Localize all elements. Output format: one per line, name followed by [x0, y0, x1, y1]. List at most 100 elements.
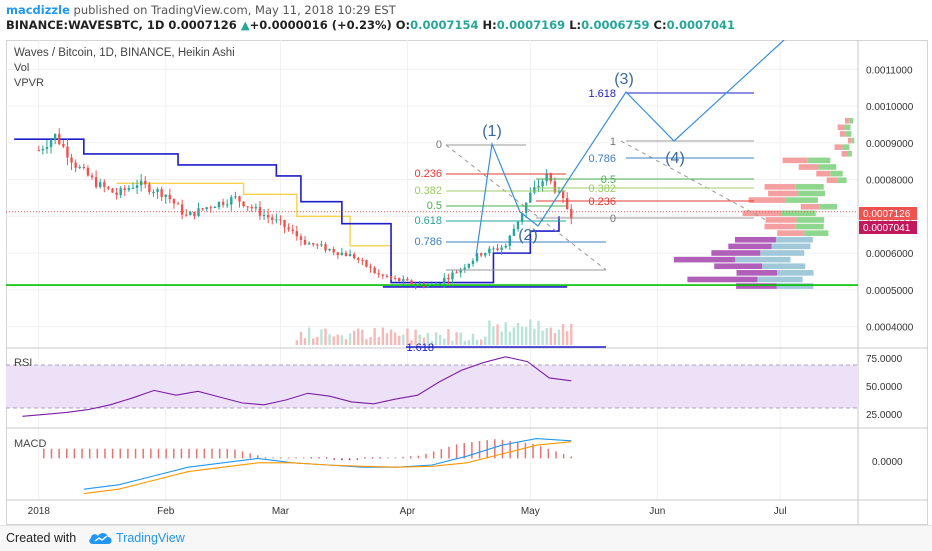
candle-body — [377, 273, 380, 275]
high-value: 0.0007169 — [496, 18, 566, 32]
volume-bar — [361, 329, 364, 345]
elliott-wave-path[interactable] — [475, 39, 785, 257]
wave-label-1: (1) — [482, 123, 502, 140]
candle-body — [262, 214, 266, 216]
vpvr-bar-down — [768, 190, 799, 197]
candle-body — [99, 182, 102, 187]
candle-body — [373, 267, 376, 274]
candle-body — [82, 167, 86, 169]
candle-body — [111, 188, 114, 193]
envelope-line — [116, 182, 392, 268]
fib-label-0236-left: 0.236 — [414, 168, 442, 180]
volume-bar — [377, 337, 380, 345]
candle-body — [135, 185, 139, 188]
change-arrow-icon: ▲ — [240, 18, 250, 32]
envelope-step — [116, 182, 392, 268]
vpvr-bar-up — [760, 250, 805, 256]
volume-bar — [430, 340, 434, 345]
candle-body — [152, 192, 155, 194]
chart-svg[interactable]: 0 0.236 0.382 0.5 0.618 0.786 1.618 1.61… — [6, 39, 928, 525]
volume-bar — [348, 333, 352, 345]
volume-bar — [529, 319, 532, 345]
vpvr-bar-down — [764, 223, 796, 230]
fibonacci-tools[interactable]: 0 0.236 0.382 0.5 0.618 0.786 1.618 1.61… — [406, 39, 785, 354]
candle-body — [529, 192, 532, 203]
vpvr-bar-down — [800, 203, 820, 210]
candle-body — [570, 209, 573, 219]
time-tick-label: Jul — [774, 506, 787, 517]
candle-body — [500, 247, 503, 250]
vpvr-bar-down — [687, 276, 758, 283]
volume-bar — [389, 329, 393, 345]
volume-bar — [537, 320, 540, 345]
candle-body — [459, 269, 462, 273]
published-text: published on TradingView.com, May 11, 20… — [73, 3, 396, 17]
candle-body — [209, 207, 213, 209]
volume-bar — [426, 332, 430, 345]
candle-body — [426, 285, 430, 287]
volume-bar — [340, 335, 344, 345]
vpvr-bar-up — [844, 124, 851, 131]
price-change: +0.0000016 (+0.23%) — [249, 18, 392, 32]
volume-bar — [352, 330, 356, 345]
volume-bar — [365, 339, 368, 345]
vpvr-bar-up — [757, 276, 803, 283]
candle-body — [53, 133, 57, 141]
candle-body — [172, 199, 176, 204]
created-with-text: Created with — [6, 531, 77, 545]
volume-bar — [328, 334, 331, 345]
candle-body — [176, 203, 180, 205]
volume-bar — [570, 323, 573, 345]
volume-bar — [557, 329, 561, 345]
candle-body — [205, 207, 208, 210]
volume-bar — [312, 338, 315, 345]
candle-body — [533, 187, 536, 193]
candle-body — [185, 214, 188, 216]
tradingview-cloud-icon[interactable] — [88, 530, 114, 546]
macd-tick-0: 0.0000 — [872, 457, 903, 468]
volume-bar — [443, 338, 446, 345]
vpvr-bar-down — [714, 263, 763, 270]
candle-body — [144, 180, 147, 185]
fib-label-1618-left: 1.618 — [406, 342, 434, 354]
candle-body — [275, 219, 278, 221]
candle-body — [488, 248, 491, 254]
price-tick-label: 0.0004000 — [866, 323, 914, 334]
time-axis[interactable]: 2018 Feb Mar Apr May Jun Jul — [28, 506, 787, 517]
macd-histogram — [43, 439, 573, 461]
tradingview-brand-link[interactable]: TradingView — [116, 531, 185, 545]
vpvr-bar-up — [851, 137, 855, 144]
volume-bar — [512, 327, 516, 345]
author-link[interactable]: macdizzle — [6, 3, 70, 17]
candle-body — [107, 186, 110, 189]
volume-bar — [451, 340, 454, 345]
open-label: O: — [395, 18, 411, 32]
volume-bar — [553, 332, 557, 345]
candle-body — [496, 248, 499, 250]
candle-body — [553, 181, 557, 193]
vpvr-bar-down — [765, 217, 797, 223]
candle-body — [402, 279, 405, 282]
candle-body — [127, 188, 131, 190]
candle-body — [258, 207, 262, 216]
vpvr-bar-down — [673, 256, 736, 263]
vpvr-bar-down — [728, 243, 772, 250]
volume-bar — [398, 335, 401, 345]
candle-body — [410, 280, 413, 285]
candle-body — [447, 277, 450, 280]
volume-bar — [295, 340, 299, 345]
volume-bars — [295, 319, 573, 345]
volume-bar — [492, 326, 495, 345]
vpvr-bar-down — [816, 170, 831, 177]
time-tick-label: Mar — [272, 506, 290, 517]
volume-bar — [447, 329, 450, 345]
volume-bar — [520, 326, 524, 345]
volume-bar — [414, 329, 417, 345]
candle-body — [418, 283, 421, 285]
candle-body — [164, 194, 167, 197]
vpvr-bar-up — [842, 144, 850, 150]
chart-area[interactable]: 0 0.236 0.382 0.5 0.618 0.786 1.618 1.61… — [6, 39, 928, 525]
candle-body — [393, 277, 397, 279]
candle-body — [254, 207, 258, 209]
volume-bar — [561, 324, 565, 345]
